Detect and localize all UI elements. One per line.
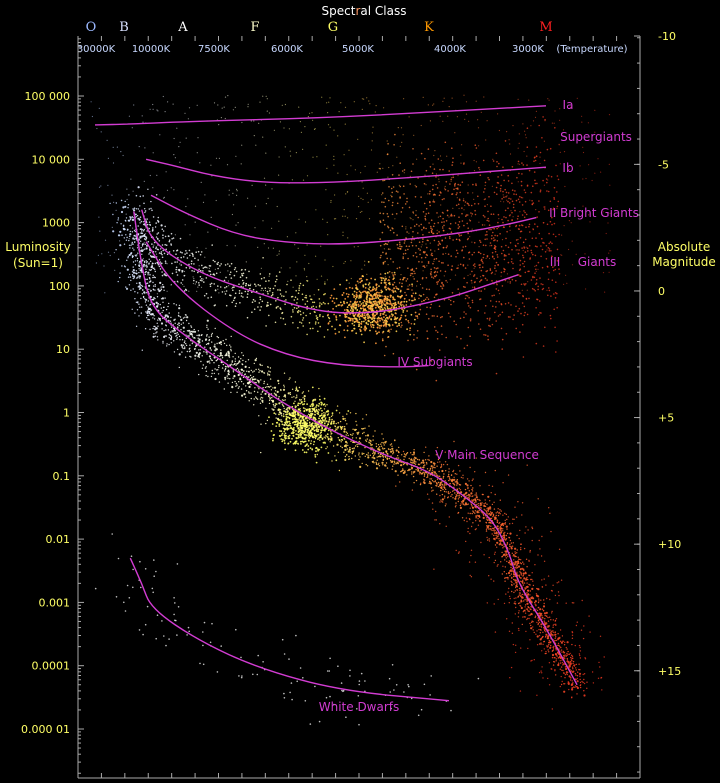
spectral-class-b: B <box>119 20 129 35</box>
spectral-class-o: O <box>86 20 97 35</box>
temperature-unit-label: (Temperature) <box>556 44 627 55</box>
title-part: Spect <box>322 4 356 18</box>
title-part: al Class <box>360 4 406 18</box>
temperature-tick-label: 7500K <box>198 44 230 55</box>
spectral-class-m: M <box>539 20 552 35</box>
spectral-class-f: F <box>250 20 259 35</box>
temperature-tick-label: 5000K <box>342 44 374 55</box>
chart-title: Spectral Class <box>322 4 407 18</box>
spectral-class-k: K <box>424 20 434 35</box>
temperature-tick-label: 30000K <box>77 44 116 55</box>
temperature-tick-label: 3000K <box>512 44 544 55</box>
temperature-tick-label: 6000K <box>271 44 303 55</box>
spectral-class-g: G <box>328 20 338 35</box>
temperature-tick-label: 10000K <box>132 44 171 55</box>
temperature-tick-label: 4000K <box>434 44 466 55</box>
spectral-class-a: A <box>177 20 188 35</box>
